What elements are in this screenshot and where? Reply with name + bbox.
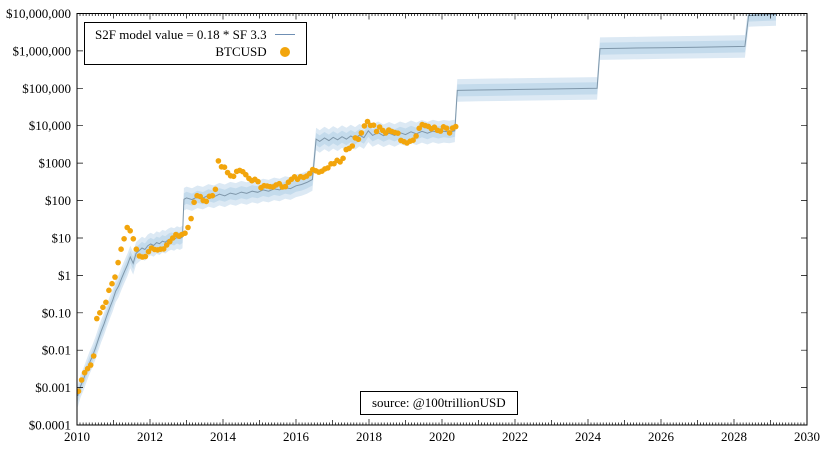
svg-text:2030: 2030: [794, 429, 820, 444]
legend-btc-swatch: [272, 46, 298, 57]
legend-btc-label: BTCUSD: [215, 43, 267, 59]
source-label: source: @100trillionUSD: [372, 395, 506, 410]
svg-text:$100: $100: [45, 193, 71, 208]
svg-text:$10: $10: [52, 231, 72, 246]
svg-text:2012: 2012: [137, 429, 163, 444]
legend-row-model: S2F model value = 0.18 * SF 3.3: [95, 26, 298, 43]
svg-text:$10,000: $10,000: [29, 118, 71, 133]
legend-model-swatch: [272, 34, 298, 35]
svg-text:2022: 2022: [502, 429, 528, 444]
svg-text:$0.10: $0.10: [42, 305, 71, 320]
svg-text:2018: 2018: [356, 429, 382, 444]
svg-text:$10,000,000: $10,000,000: [6, 6, 71, 21]
legend-row-btc: BTCUSD: [95, 43, 298, 60]
legend-model-label: S2F model value = 0.18 * SF 3.3: [95, 26, 267, 42]
svg-text:$1,000,000: $1,000,000: [13, 43, 72, 58]
svg-text:$1000: $1000: [39, 156, 72, 171]
svg-text:2024: 2024: [575, 429, 602, 444]
svg-text:2016: 2016: [283, 429, 310, 444]
svg-text:2010: 2010: [64, 429, 90, 444]
svg-text:$100,000: $100,000: [22, 81, 71, 96]
svg-text:$0.01: $0.01: [42, 343, 71, 358]
svg-text:2026: 2026: [648, 429, 675, 444]
svg-text:$1: $1: [58, 268, 71, 283]
svg-text:2020: 2020: [429, 429, 455, 444]
btc-dot-sample-icon: [279, 46, 290, 57]
legend-box: S2F model value = 0.18 * SF 3.3 BTCUSD: [84, 22, 307, 65]
svg-text:$0.0001: $0.0001: [29, 418, 71, 433]
source-box: source: @100trillionUSD: [360, 391, 518, 415]
svg-text:$0.001: $0.001: [35, 380, 71, 395]
svg-text:2028: 2028: [721, 429, 747, 444]
model-line-sample-icon: [274, 34, 295, 35]
svg-text:2014: 2014: [210, 429, 237, 444]
